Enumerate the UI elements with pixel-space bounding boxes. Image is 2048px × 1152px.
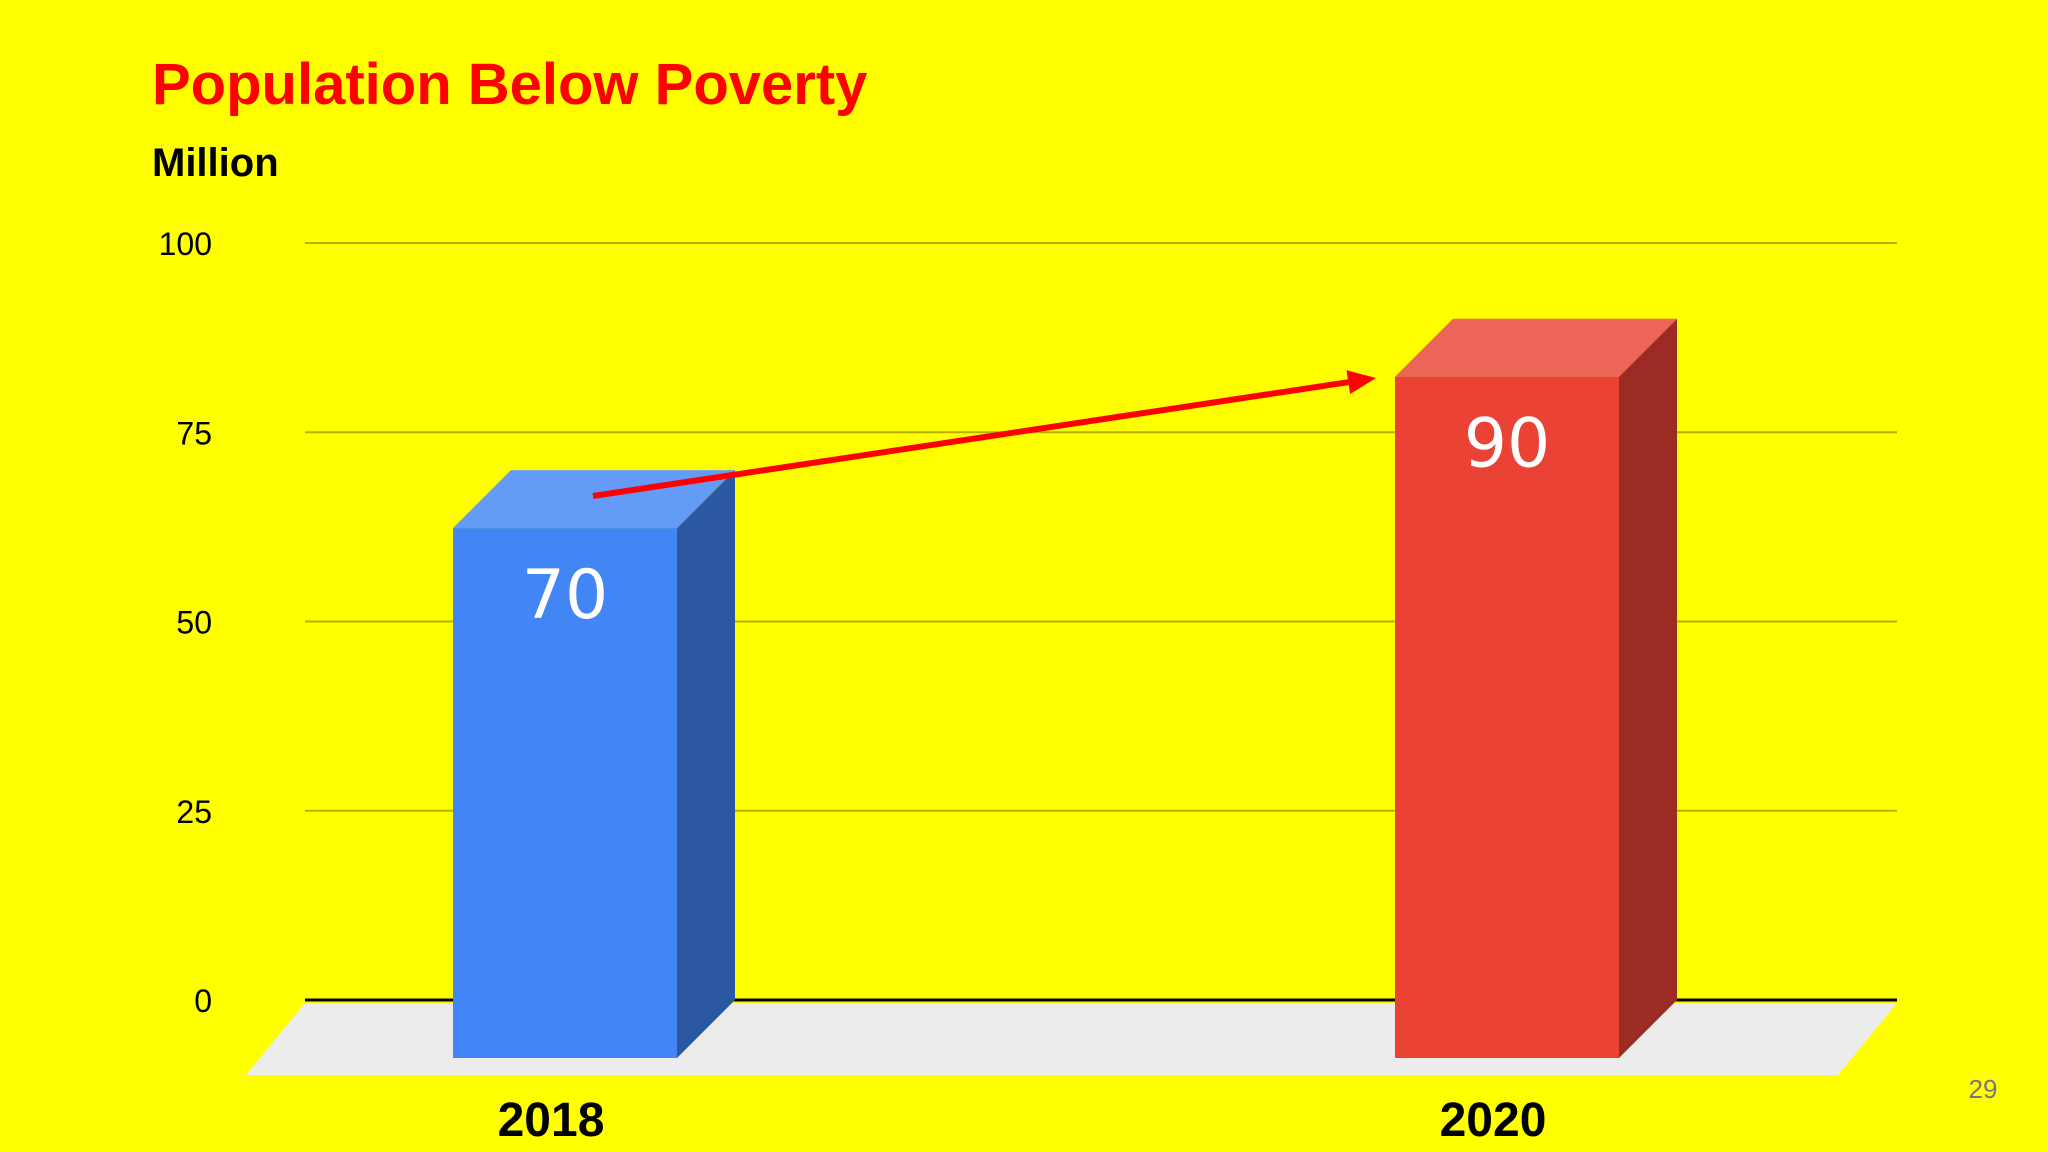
y-axis-label: Million — [152, 141, 279, 185]
chart-plot-area: 0 25 50 75 100 70 2018 90 2020 — [159, 226, 1897, 1147]
x-tick-label: 2020 — [1440, 1094, 1547, 1147]
y-tick-label: 100 — [159, 226, 212, 262]
y-tick-label: 75 — [176, 415, 212, 451]
bar-side-face — [677, 470, 735, 1059]
trend-arrow-head — [1346, 370, 1376, 395]
x-tick-label: 2018 — [498, 1094, 605, 1147]
y-tick-label: 0 — [194, 983, 212, 1019]
bar-side-face — [1619, 318, 1677, 1058]
bar-2020 — [1395, 376, 1619, 1058]
bar-2018 — [453, 528, 677, 1058]
trend-arrow-line — [592, 379, 1349, 499]
page-number: 29 — [1969, 1074, 1998, 1104]
y-tick-label: 50 — [176, 605, 212, 641]
data-label: 90 — [1464, 405, 1551, 484]
data-label: 70 — [522, 556, 609, 635]
bar-top-face — [1395, 318, 1677, 377]
y-tick-label: 25 — [176, 794, 212, 830]
chart-title: Population Below Poverty — [152, 52, 867, 117]
